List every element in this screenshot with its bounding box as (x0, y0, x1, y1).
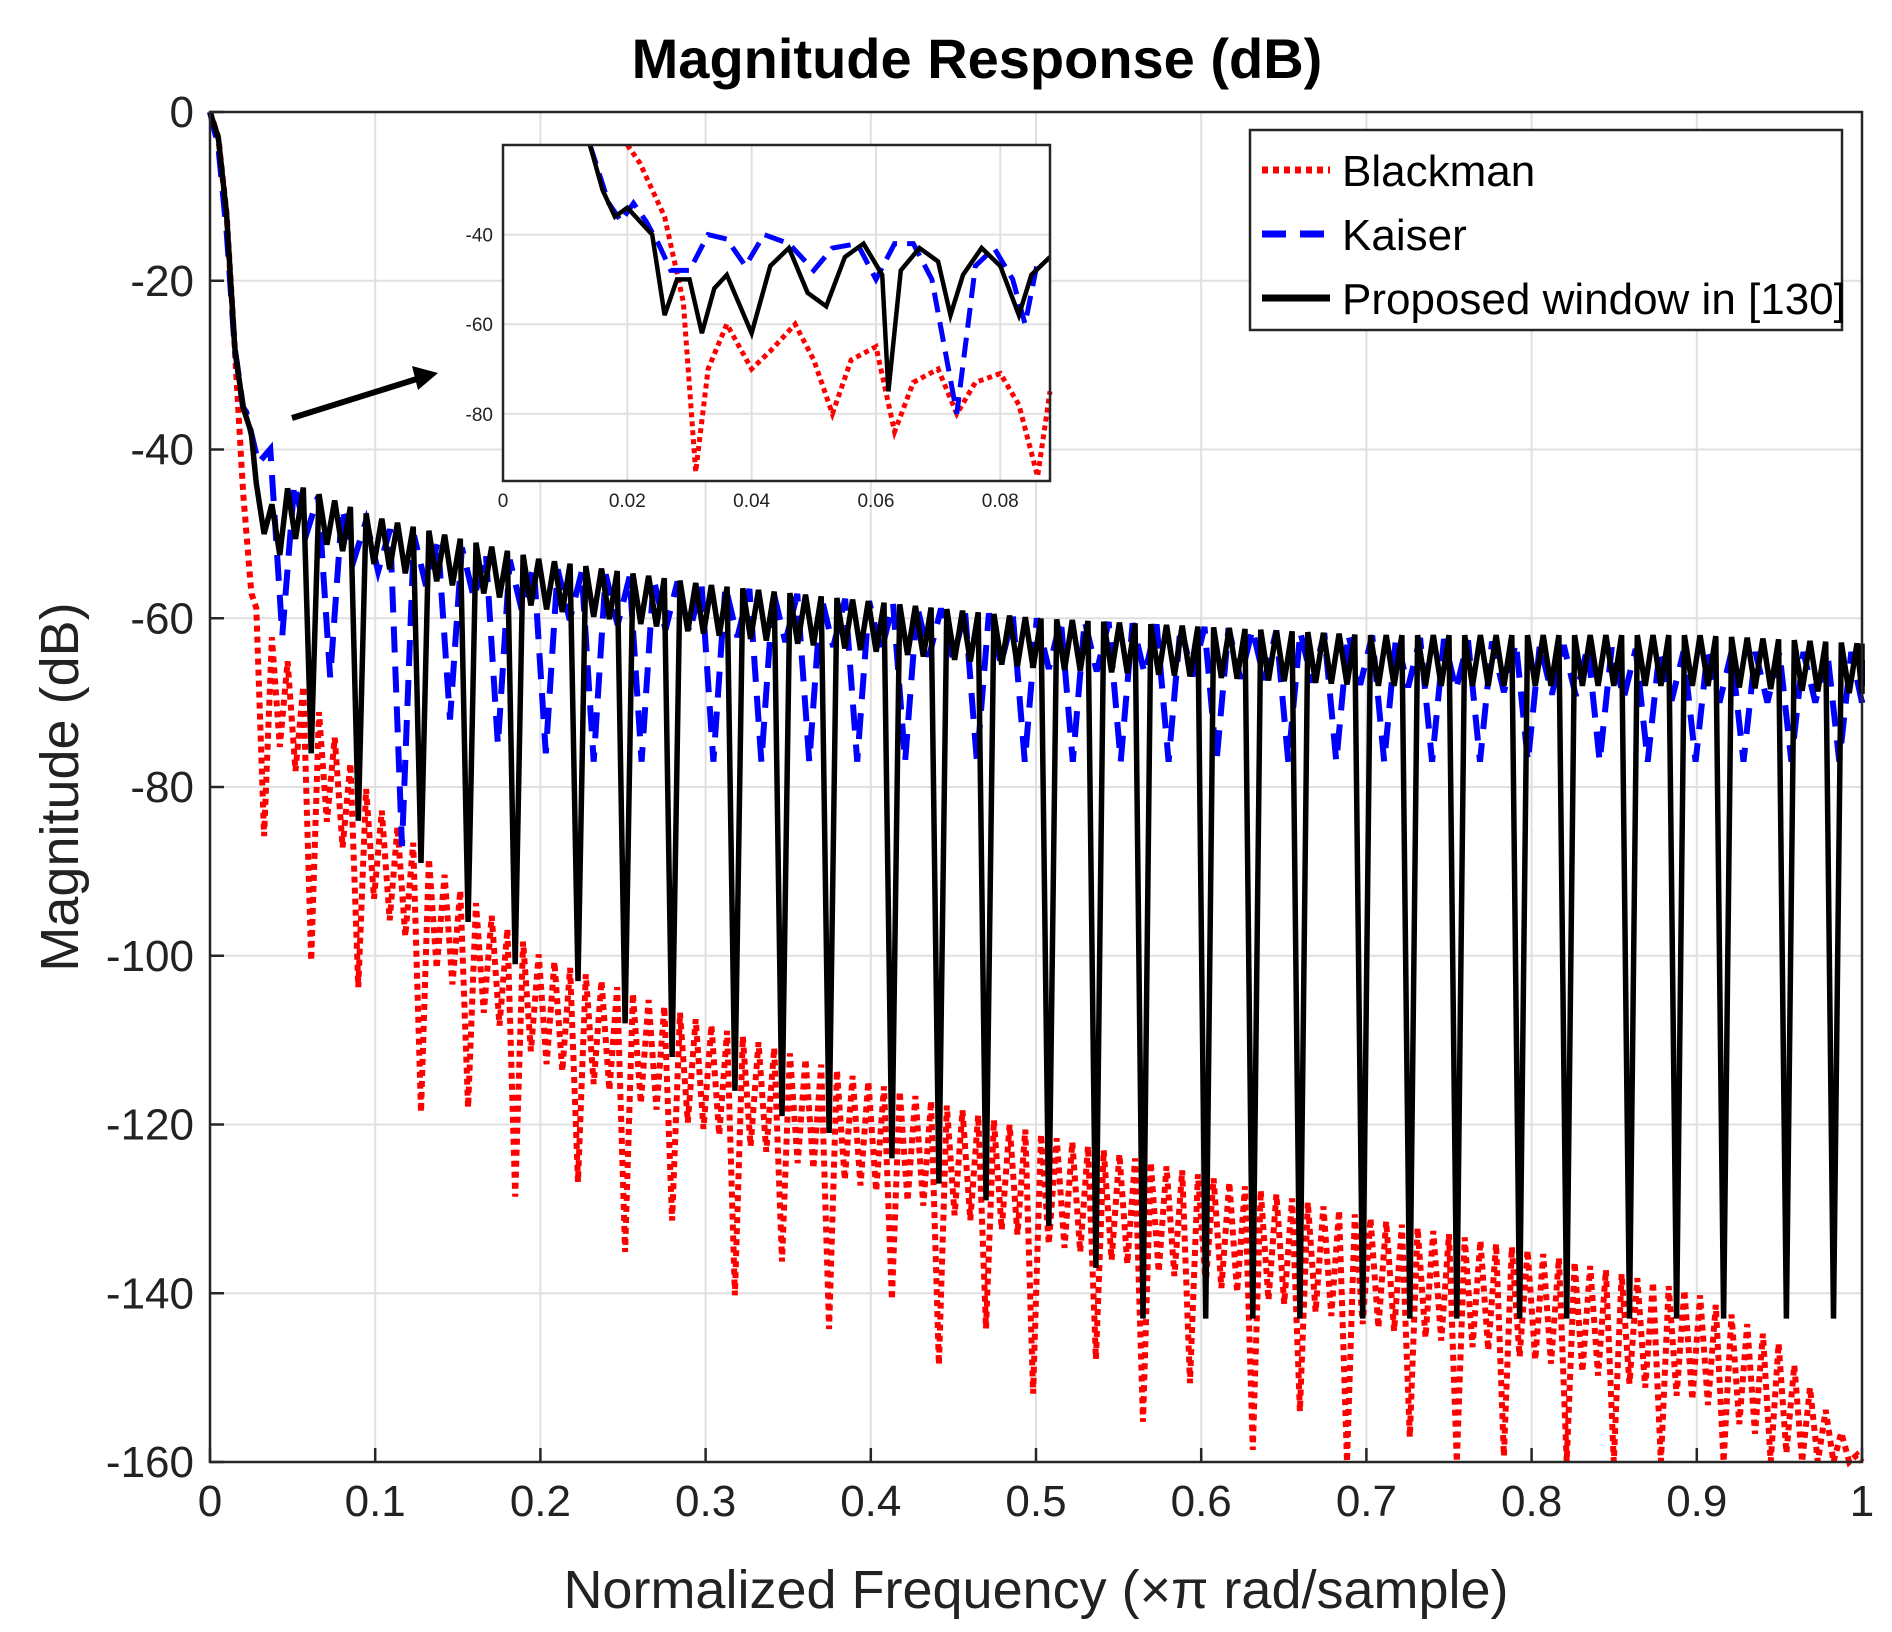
x-tick-label: 0.6 (1171, 1477, 1232, 1526)
inset-ticks: 0 0.02 0.04 0.06 0.08 -40 -60 -80 (466, 226, 1019, 512)
inset-series-line-proposed-window-in-130 (587, 144, 1052, 392)
series-line-blackman (207, 111, 1865, 1468)
x-tick-label: 0.3 (675, 1477, 736, 1526)
inset-y-tick-label: -40 (466, 226, 493, 247)
y-tick-label: -120 (106, 1101, 194, 1150)
legend: Blackman Kaiser Proposed window in [130] (1248, 128, 1846, 332)
inset-background (503, 145, 1050, 481)
y-axis-label: Magnitude (dB) (30, 602, 90, 971)
legend-label-blackman: Blackman (1342, 147, 1535, 196)
y-tick-label: -160 (106, 1438, 194, 1487)
x-tick-label: 0.5 (1005, 1477, 1066, 1526)
zoom-arrow (291, 366, 438, 421)
y-tick-label: 0 (170, 88, 194, 137)
y-tick-label: -140 (106, 1269, 194, 1318)
zoom-inset: 0 0.02 0.04 0.06 0.08 -40 -60 -80 (466, 143, 1053, 512)
y-tick-label: -60 (130, 594, 194, 643)
inset-y-tick-label: -60 (466, 315, 493, 336)
y-tick-label: -20 (130, 257, 194, 306)
y-tick-label: -100 (106, 932, 194, 981)
x-tick-label: 0.8 (1501, 1477, 1562, 1526)
x-tick-label: 0.9 (1666, 1477, 1727, 1526)
chart-title: Magnitude Response (dB) (632, 27, 1323, 90)
legend-box (1248, 128, 1844, 332)
inset-x-tick-label: 0 (498, 491, 509, 512)
x-tick-label: 0.1 (345, 1477, 406, 1526)
inset-x-tick-label: 0.06 (857, 491, 894, 512)
x-tick-label: 0.4 (840, 1477, 901, 1526)
x-tick-label: 0.2 (510, 1477, 571, 1526)
y-tick-label: -40 (130, 426, 194, 475)
legend-label-proposed: Proposed window in [130] (1342, 275, 1846, 324)
y-tick-label: -80 (130, 763, 194, 812)
inset-series-line-kaiser (587, 144, 1041, 415)
main-series (207, 111, 1865, 1468)
inset-x-tick-label: 0.08 (982, 491, 1019, 512)
x-tick-label: 0.7 (1336, 1477, 1397, 1526)
inset-series-line-blackman (625, 143, 1053, 478)
inset-frame (501, 143, 1052, 483)
inset-series (587, 143, 1053, 478)
x-tick-label: 1 (1850, 1477, 1874, 1526)
main-ticks: 0 0.1 0.2 0.3 0.4 0.5 0.6 0.7 0.8 0.9 1 0 -20 -40 -60 -… (106, 88, 1874, 1526)
legend-label-kaiser: Kaiser (1342, 211, 1467, 260)
inset-x-tick-label: 0.02 (609, 491, 646, 512)
inset-x-tick-label: 0.04 (733, 491, 770, 512)
series-line-proposed-window-in-130 (207, 111, 1865, 1319)
x-tick-label: 0 (198, 1477, 222, 1526)
x-axis-label: Normalized Frequency (×π rad/sample) (563, 1560, 1508, 1620)
inset-y-tick-label: -80 (466, 405, 493, 426)
